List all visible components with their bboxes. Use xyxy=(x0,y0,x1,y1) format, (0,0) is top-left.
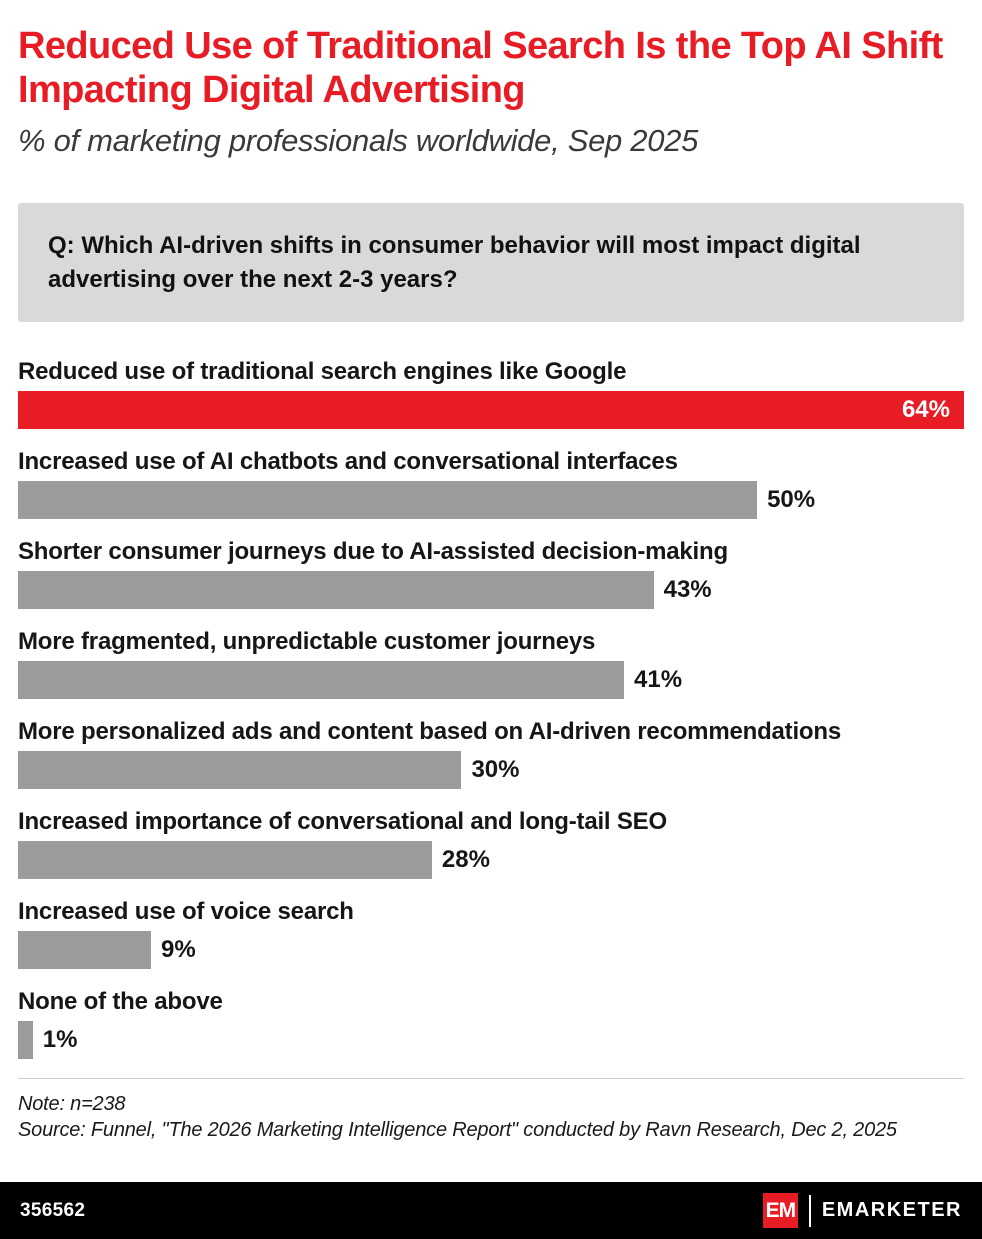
chart-title: Reduced Use of Traditional Search Is the… xyxy=(18,25,943,112)
bar-track: 30% xyxy=(18,751,964,790)
notes-section: Note: n=238 Source: Funnel, "The 2026 Ma… xyxy=(18,1078,964,1144)
bar-row: More fragmented, unpredictable customer … xyxy=(18,628,964,700)
bar-value-label: 28% xyxy=(441,846,490,874)
bar-row: Increased importance of conversational a… xyxy=(18,808,964,880)
bar-track: 50% xyxy=(18,481,964,520)
bar-track: 1% xyxy=(18,1021,964,1060)
footer-bar: 356562 EM EMARKETER xyxy=(0,1182,982,1239)
bar xyxy=(18,841,432,880)
bar-category-label: Increased importance of conversational a… xyxy=(18,808,667,836)
bar xyxy=(18,1021,33,1060)
bar xyxy=(18,481,758,520)
bar-value-label: 41% xyxy=(634,666,683,694)
source-line: Source: Funnel, "The 2026 Marketing Inte… xyxy=(18,1119,897,1142)
bar-track: 43% xyxy=(18,571,964,610)
bar-row: Increased use of AI chatbots and convers… xyxy=(18,448,964,520)
bar xyxy=(18,931,152,970)
bar-category-label: More personalized ads and content based … xyxy=(18,718,842,746)
bar-track: 64% xyxy=(18,391,964,430)
bar: 64% xyxy=(18,391,964,430)
bar-track: 41% xyxy=(18,661,964,700)
bar-value-label: 64% xyxy=(901,396,950,424)
bar-chart: Reduced use of traditional search engine… xyxy=(18,358,964,1060)
survey-question-box: Q: Which AI-driven shifts in consumer be… xyxy=(18,202,964,323)
bar-track: 9% xyxy=(18,931,964,970)
emarketer-logo: EM EMARKETER xyxy=(762,1193,962,1228)
bar-category-label: Shorter consumer journeys due to AI-assi… xyxy=(18,538,728,566)
bar-value-label: 43% xyxy=(663,576,712,604)
bar xyxy=(18,751,462,790)
bar-value-label: 30% xyxy=(471,756,520,784)
logo-divider xyxy=(808,1194,811,1227)
chart-page: Reduced Use of Traditional Search Is the… xyxy=(18,25,964,1144)
bar-category-label: More fragmented, unpredictable customer … xyxy=(18,628,596,656)
emarketer-logo-text: EMARKETER xyxy=(821,1199,962,1221)
bar-category-label: Increased use of AI chatbots and convers… xyxy=(18,448,678,476)
bar-category-label: Increased use of voice search xyxy=(18,898,354,926)
bar-row: None of the above 1% xyxy=(18,988,964,1060)
chart-subtitle: % of marketing professionals worldwide, … xyxy=(18,122,699,158)
bar-value-label: 50% xyxy=(767,486,816,514)
bar-value-label: 1% xyxy=(42,1026,78,1054)
bar-track: 28% xyxy=(18,841,964,880)
bar-value-label: 9% xyxy=(161,936,196,964)
chart-id: 356562 xyxy=(20,1199,86,1221)
bar-row: Shorter consumer journeys due to AI-assi… xyxy=(18,538,964,610)
bar-category-label: Reduced use of traditional search engine… xyxy=(18,358,627,386)
bar xyxy=(18,661,625,700)
emarketer-logo-icon: EM xyxy=(762,1193,798,1228)
bar-row: Reduced use of traditional search engine… xyxy=(18,358,964,430)
bar-row: More personalized ads and content based … xyxy=(18,718,964,790)
note-line: Note: n=238 xyxy=(18,1093,126,1116)
bar xyxy=(18,571,654,610)
bar-row: Increased use of voice search 9% xyxy=(18,898,964,970)
bar-category-label: None of the above xyxy=(18,988,223,1016)
